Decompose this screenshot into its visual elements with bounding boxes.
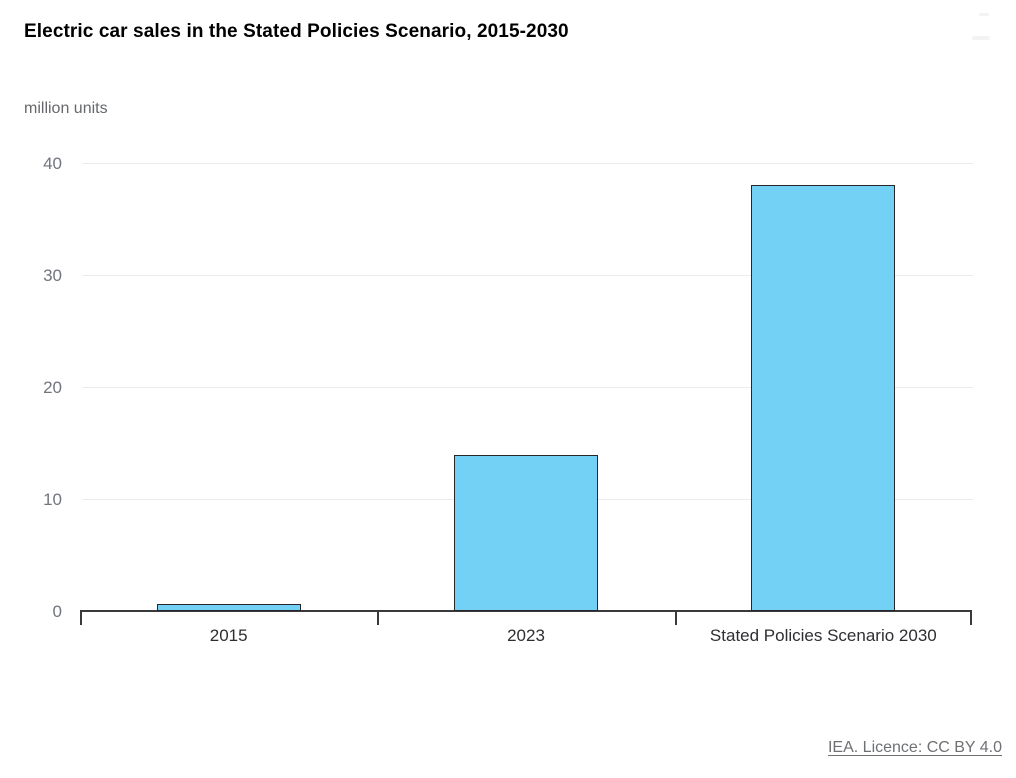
x-axis-tick <box>377 612 380 625</box>
bar-2015[interactable] <box>157 604 301 611</box>
x-category-label-3: Stated Policies Scenario 2030 <box>709 626 937 645</box>
y-tick-label-40: 40 <box>43 154 62 173</box>
faded-toolbar-artifact <box>979 13 989 16</box>
bar-stated-policies-scenario-2030[interactable] <box>751 185 895 611</box>
y-axis-unit-label: million units <box>24 100 108 117</box>
x-axis-tick <box>80 612 82 625</box>
y-tick-label-20: 20 <box>43 378 62 397</box>
bar-2023[interactable] <box>454 455 598 611</box>
gridline-30 <box>82 275 973 276</box>
faded-toolbar-artifact <box>972 36 990 40</box>
x-axis-tick <box>970 612 972 625</box>
x-category-label-1: 2015 <box>209 626 248 645</box>
iea-licence-link[interactable]: IEA. Licence: CC BY 4.0 <box>827 739 1002 756</box>
gridline-20 <box>82 387 973 388</box>
y-tick-label-10: 10 <box>43 490 62 509</box>
y-tick-label-30: 30 <box>43 266 62 285</box>
y-tick-label-0: 0 <box>52 602 62 621</box>
chart-title: Electric car sales in the Stated Policie… <box>24 21 569 42</box>
x-axis-tick <box>674 612 677 625</box>
x-axis-line <box>80 610 972 612</box>
x-category-label-2: 2023 <box>507 626 545 645</box>
gridline-40 <box>82 163 973 164</box>
